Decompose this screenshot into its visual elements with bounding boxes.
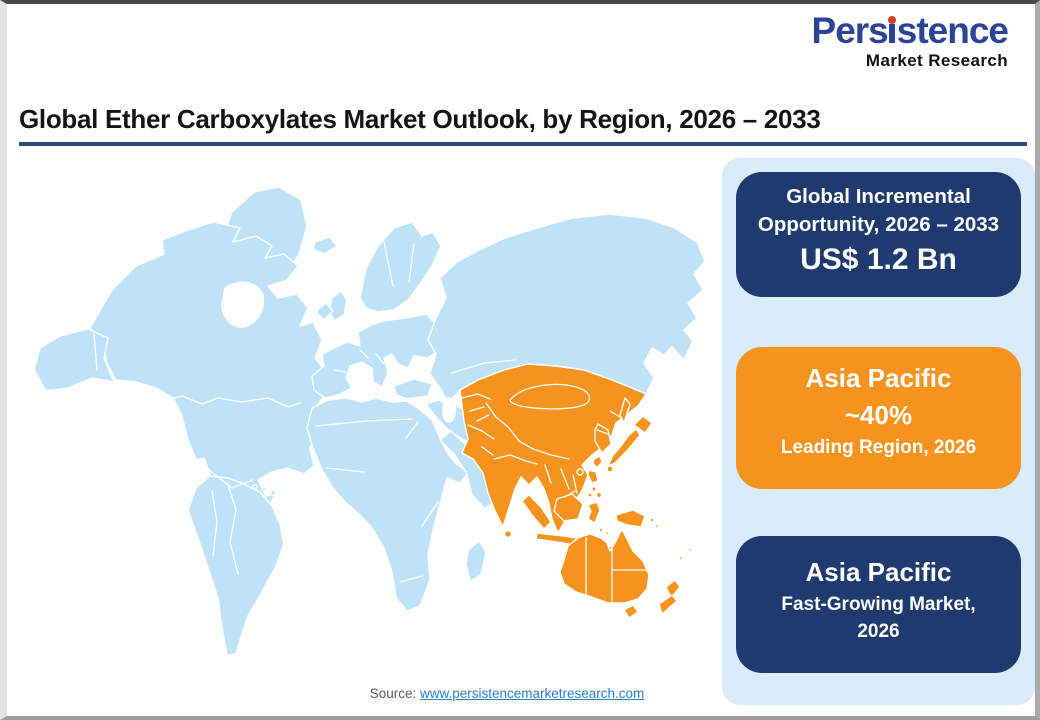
card2-value: ~40% bbox=[844, 400, 913, 430]
source-link[interactable]: www.persistencemarketresearch.com bbox=[419, 686, 645, 701]
brand-logo: Persistence Market Research bbox=[811, 10, 1009, 70]
brand-wordmark: Persistence bbox=[811, 10, 1009, 51]
card3-caption-line1: Fast-Growing Market, bbox=[781, 594, 976, 615]
source-label: Source: bbox=[369, 686, 420, 701]
page-title: Global Ether Carboxylates Market Outlook… bbox=[19, 104, 821, 134]
card-leading-region: Asia Pacific ~40% Leading Region, 2026 bbox=[736, 347, 1021, 489]
card2-caption: Leading Region, 2026 bbox=[780, 437, 977, 458]
source-line: Source: www.persistencemarketresearch.co… bbox=[7, 686, 1007, 701]
brand-letter-i-red-dot: i bbox=[888, 16, 897, 43]
map-region-asia-pacific-highlight bbox=[459, 363, 693, 619]
card1-line1: Global Incremental bbox=[786, 185, 971, 208]
card1-value: US$ 1.2 Bn bbox=[800, 243, 957, 276]
brand-text-pre: Pers bbox=[811, 10, 889, 51]
card-fast-growing-market: Asia Pacific Fast-Growing Market, 2026 bbox=[736, 536, 1021, 673]
card1-line2: Opportunity, 2026 – 2033 bbox=[757, 213, 1000, 236]
map-country-borders bbox=[93, 241, 648, 602]
card-global-incremental-opportunity: Global Incremental Opportunity, 2026 – 2… bbox=[736, 172, 1021, 297]
world-map bbox=[33, 186, 706, 656]
card2-heading: Asia Pacific bbox=[805, 363, 952, 393]
card3-heading: Asia Pacific bbox=[805, 557, 952, 587]
title-underline bbox=[19, 142, 1027, 146]
info-panel: Global Incremental Opportunity, 2026 – 2… bbox=[722, 158, 1035, 705]
card3-caption-line2: 2026 bbox=[857, 621, 900, 642]
brand-subtitle: Market Research bbox=[865, 51, 1008, 70]
brand-text-post: stence bbox=[896, 10, 1009, 51]
map-water-bodies bbox=[221, 281, 456, 423]
